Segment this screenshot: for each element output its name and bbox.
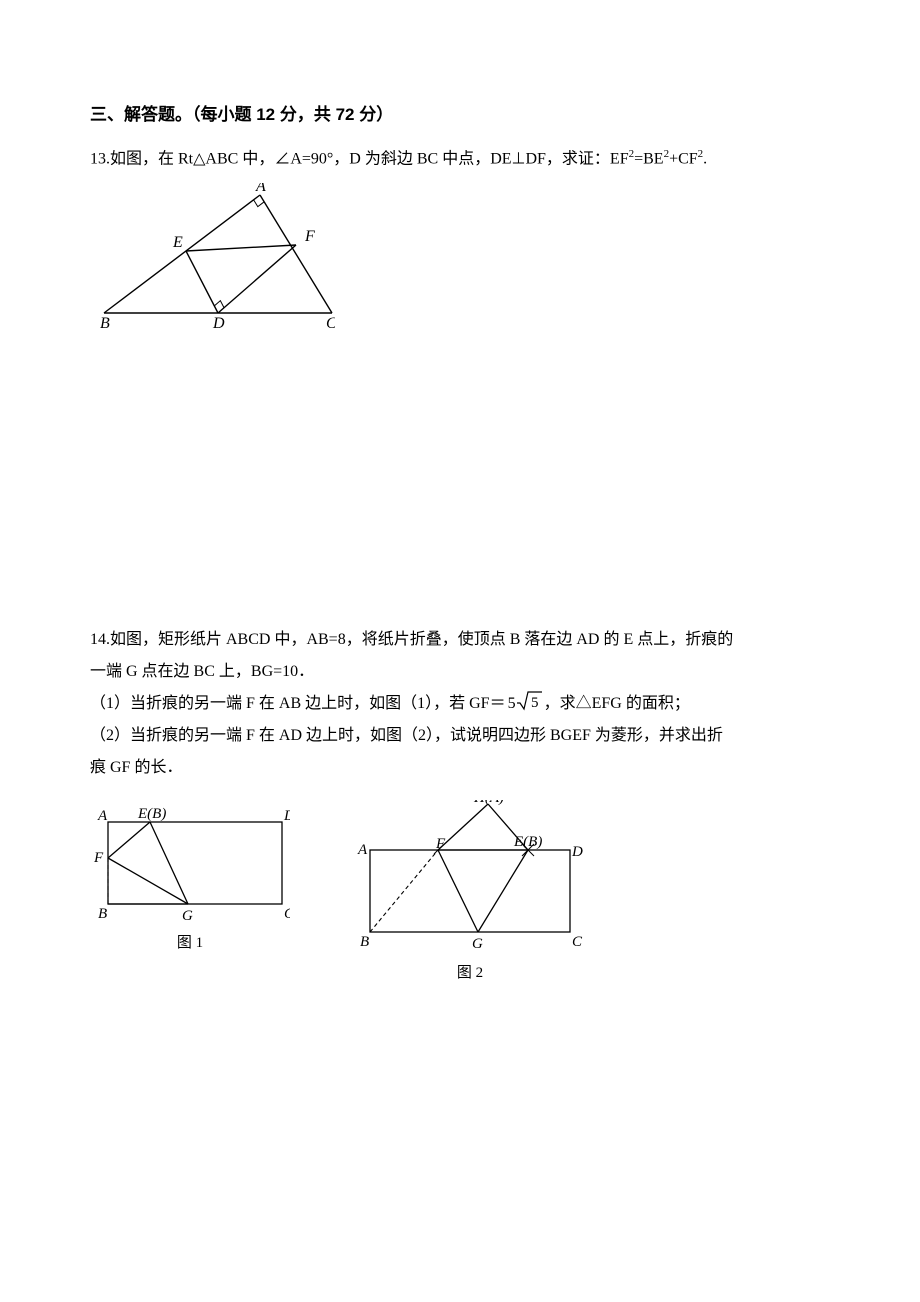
sqrt-coef: 5	[508, 695, 516, 712]
p14-sub2a: （2）当折痕的另一端 F 在 AD 边上时，如图（2），试说明四边形 BGEF …	[90, 720, 830, 752]
p14-sub1: （1）当折痕的另一端 F 在 AB 边上时，如图（1），若 GF＝55，求△EF…	[90, 688, 830, 720]
figure-14-2-svg: H(A) A F E(B) D B G C	[350, 800, 590, 956]
p14-num: 14.	[90, 631, 110, 648]
svg-text:F: F	[435, 836, 446, 852]
sqrt-radicand: 5	[531, 695, 539, 711]
p14-line1-t: 如图，矩形纸片 ABCD 中，AB=8，将纸片折叠，使顶点 B 落在边 AD 的…	[110, 631, 733, 648]
svg-text:E: E	[172, 234, 183, 251]
p14-line2: 一端 G 点在边 BC 上，BG=10．	[90, 656, 830, 688]
svg-text:B: B	[360, 934, 369, 950]
fig2-wrap: H(A) A F E(B) D B G C 图 2	[350, 800, 590, 987]
svg-text:C: C	[572, 934, 583, 950]
p14-line1: 14.如图，矩形纸片 ABCD 中，AB=8，将纸片折叠，使顶点 B 落在边 A…	[90, 624, 830, 656]
svg-text:D: D	[212, 315, 225, 332]
problem-13: 13.如图，在 Rt△ABC 中，∠A=90°，D 为斜边 BC 中点，DE⊥D…	[90, 143, 830, 344]
svg-text:E(B): E(B)	[137, 806, 166, 822]
svg-text:H(A): H(A)	[473, 800, 504, 806]
svg-text:F: F	[93, 850, 104, 866]
problem-14: 14.如图，矩形纸片 ABCD 中，AB=8，将纸片折叠，使顶点 B 落在边 A…	[90, 624, 830, 987]
sqrt-icon: 5	[516, 691, 542, 711]
figures-14-row: A E(B) D F B G C 图 1 H(A) A F E(B) D B G C 图 2	[90, 800, 830, 987]
svg-text:E(B): E(B)	[513, 834, 542, 850]
sqrt-expr: 55	[508, 688, 542, 720]
svg-text:A: A	[357, 842, 368, 858]
svg-text:B: B	[98, 906, 107, 922]
fig1-caption: 图 1	[177, 930, 203, 957]
p14-sub2b: 痕 GF 的长．	[90, 752, 830, 784]
fig2-caption: 图 2	[457, 960, 483, 987]
p14-sub1-b: ，求△EFG 的面积；	[544, 695, 690, 712]
p14-sub1-a: （1）当折痕的另一端 F 在 AB 边上时，如图（1），若 GF＝	[90, 695, 506, 712]
figure-13-container: A E F B D C	[100, 183, 830, 344]
svg-text:G: G	[472, 936, 483, 952]
svg-text:A: A	[97, 808, 108, 824]
problem-13-text: 13.如图，在 Rt△ABC 中，∠A=90°，D 为斜边 BC 中点，DE⊥D…	[90, 143, 830, 175]
p13-text-end: .	[703, 150, 707, 167]
p13-text-c: +CF	[669, 150, 698, 167]
svg-text:A: A	[255, 183, 266, 195]
p13-num: 13.	[90, 150, 110, 167]
section-title: 三、解答题。（每小题 12 分，共 72 分）	[90, 100, 830, 131]
figure-14-1-svg: A E(B) D F B G C	[90, 800, 290, 926]
svg-text:D: D	[571, 844, 583, 860]
svg-text:C: C	[326, 315, 335, 332]
svg-text:C: C	[284, 906, 290, 922]
p13-text-b: =BE	[634, 150, 663, 167]
svg-text:D: D	[283, 808, 290, 824]
svg-text:G: G	[182, 908, 193, 924]
figure-13-svg: A E F B D C	[100, 183, 335, 333]
svg-text:F: F	[304, 228, 315, 245]
svg-text:B: B	[100, 315, 110, 332]
fig1-wrap: A E(B) D F B G C 图 1	[90, 800, 290, 987]
p13-text-a: 如图，在 Rt△ABC 中，∠A=90°，D 为斜边 BC 中点，DE⊥DF，求…	[110, 150, 629, 167]
